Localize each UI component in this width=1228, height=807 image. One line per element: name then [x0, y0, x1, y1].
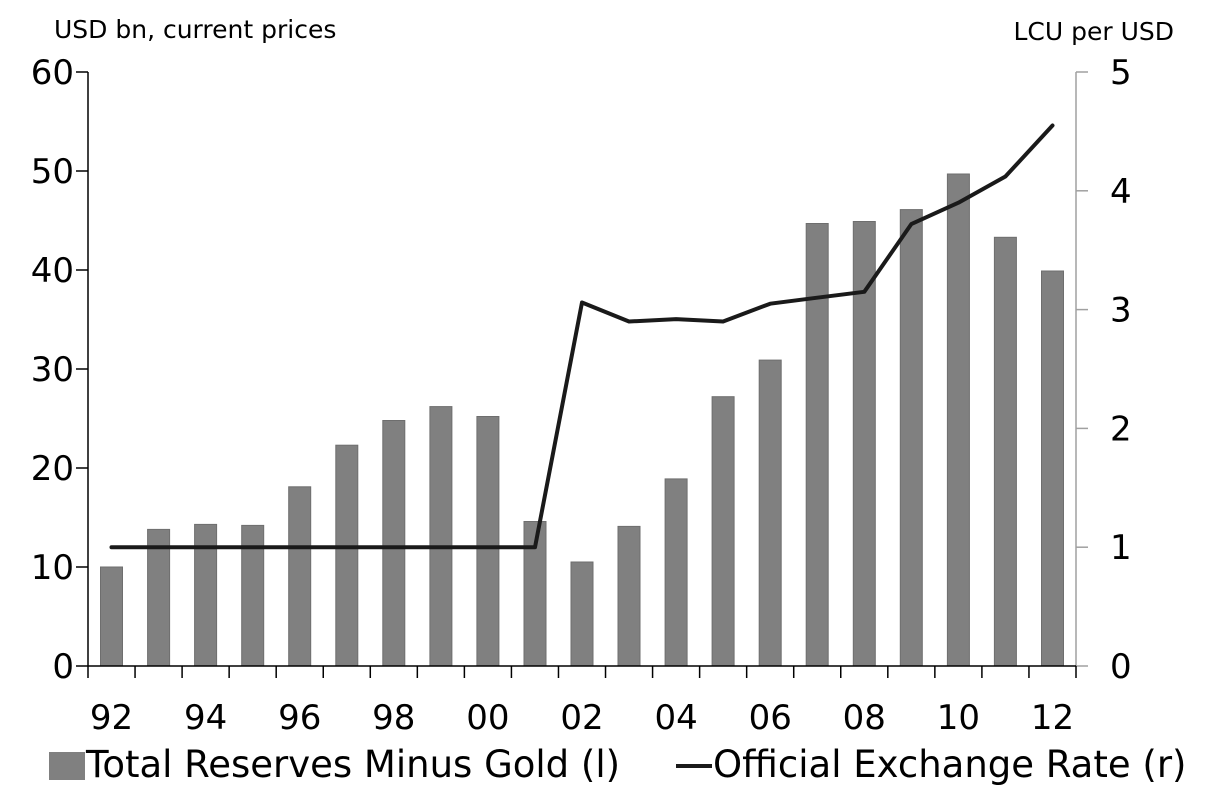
left-tick-label-40: 40 [31, 251, 74, 291]
bar-2008 [853, 222, 875, 667]
right-axis-title: LCU per USD [1013, 17, 1174, 46]
bar-2000 [477, 417, 499, 667]
bar-2009 [900, 210, 922, 666]
bar-1996 [289, 487, 311, 666]
x-tick-label-04: 04 [654, 698, 697, 738]
bar-2005 [712, 397, 734, 666]
bar-1999 [430, 407, 452, 666]
x-tick-label-12: 12 [1031, 698, 1074, 738]
bar-1998 [383, 421, 405, 667]
left-tick-label-20: 20 [31, 449, 74, 489]
right-tick-label-5: 5 [1110, 53, 1132, 93]
bar-2010 [947, 174, 969, 666]
x-tick-label-10: 10 [937, 698, 980, 738]
left-tick-label-30: 30 [31, 350, 74, 390]
legend: Total Reserves Minus Gold (l) Official E… [49, 743, 1186, 786]
right-tick-label-1: 1 [1110, 528, 1132, 568]
x-tick-label-08: 08 [843, 698, 886, 738]
right-tick-label-2: 2 [1110, 409, 1132, 449]
x-tick-label-06: 06 [749, 698, 792, 738]
bar-2011 [994, 237, 1016, 666]
x-tick-label-98: 98 [372, 698, 415, 738]
x-tick-label-94: 94 [184, 698, 227, 738]
bar-2002 [571, 562, 593, 666]
bar-2007 [806, 224, 828, 667]
left-tick-label-60: 60 [31, 53, 74, 93]
bar-2012 [1042, 271, 1064, 666]
right-tick-label-0: 0 [1110, 647, 1132, 687]
legend-swatch-bar [49, 752, 85, 780]
right-tick-label-4: 4 [1110, 172, 1132, 212]
bars-layer [101, 174, 1064, 666]
legend-label-line: Official Exchange Rate (r) [713, 743, 1186, 786]
legend-label-bar: Total Reserves Minus Gold (l) [85, 743, 620, 786]
left-axis-title: USD bn, current prices [54, 15, 336, 44]
bar-1992 [101, 567, 123, 666]
left-tick-label-0: 0 [52, 647, 74, 687]
x-tick-label-02: 02 [560, 698, 603, 738]
left-tick-label-50: 50 [31, 152, 74, 192]
bar-2003 [618, 526, 640, 666]
x-tick-label-96: 96 [278, 698, 321, 738]
bar-2006 [759, 360, 781, 666]
x-tick-label-00: 00 [466, 698, 509, 738]
left-tick-label-10: 10 [31, 548, 74, 588]
right-tick-label-3: 3 [1110, 291, 1132, 331]
bar-1993 [148, 529, 170, 666]
x-tick-label-92: 92 [90, 698, 133, 738]
bar-2004 [665, 479, 687, 666]
bar-1997 [336, 445, 358, 666]
